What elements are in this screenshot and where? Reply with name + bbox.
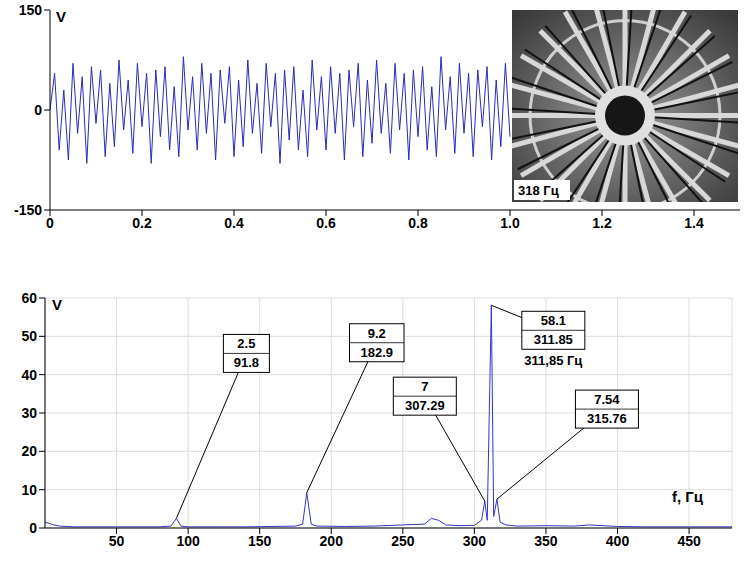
svg-text:10: 10 (21, 482, 37, 498)
svg-text:9.2: 9.2 (368, 326, 386, 341)
svg-text:250: 250 (391, 533, 415, 549)
svg-text:300: 300 (463, 533, 487, 549)
svg-text:-150: -150 (14, 202, 42, 218)
svg-text:0.4: 0.4 (224, 215, 244, 231)
svg-text:1.0: 1.0 (500, 215, 520, 231)
svg-text:311,85 Гц: 311,85 Гц (524, 353, 582, 368)
svg-text:350: 350 (534, 533, 558, 549)
svg-text:150: 150 (248, 533, 272, 549)
svg-text:307.29: 307.29 (405, 398, 445, 413)
svg-text:400: 400 (606, 533, 630, 549)
svg-text:0.8: 0.8 (408, 215, 428, 231)
svg-text:311.85: 311.85 (534, 332, 573, 347)
svg-text:0: 0 (34, 102, 42, 118)
svg-text:50: 50 (109, 533, 125, 549)
svg-text:40: 40 (21, 367, 37, 383)
svg-text:450: 450 (677, 533, 701, 549)
svg-text:200: 200 (320, 533, 344, 549)
svg-text:318 Гц: 318 Гц (518, 183, 559, 198)
svg-text:60: 60 (21, 290, 37, 306)
svg-text:0: 0 (29, 520, 37, 536)
html-text:V: V (52, 296, 62, 313)
svg-text:0.2: 0.2 (132, 215, 152, 231)
svg-text:0: 0 (46, 215, 54, 231)
svg-text:20: 20 (21, 443, 37, 459)
svg-text:91.8: 91.8 (234, 355, 259, 370)
svg-text:50: 50 (21, 328, 37, 344)
svg-text:315.76: 315.76 (587, 411, 627, 426)
svg-text:1.2: 1.2 (592, 215, 612, 231)
svg-text:150: 150 (19, 2, 43, 18)
svg-text:2.5: 2.5 (237, 336, 255, 351)
html-text:V: V (56, 8, 66, 25)
svg-text:7: 7 (421, 379, 428, 394)
svg-text:0.6: 0.6 (316, 215, 336, 231)
svg-text:182.9: 182.9 (361, 345, 394, 360)
svg-text:58.1: 58.1 (541, 313, 566, 328)
svg-text:100: 100 (176, 533, 200, 549)
html-text:f, Гц: f, Гц (672, 488, 704, 505)
svg-text:1.4: 1.4 (684, 215, 704, 231)
svg-text:30: 30 (21, 405, 37, 421)
svg-text:7.54: 7.54 (594, 392, 620, 407)
